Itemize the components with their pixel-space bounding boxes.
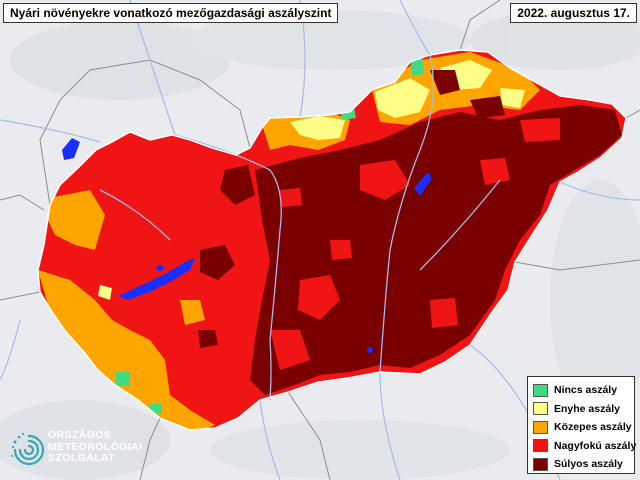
legend-label: Nagyfokú aszály (554, 439, 637, 452)
terrain-shading (0, 10, 640, 480)
legend-item-none: Nincs aszály (533, 381, 630, 400)
river-raba (99, 189, 171, 241)
legend-swatch-none (533, 383, 548, 397)
river-koros (419, 179, 501, 271)
logo-line-1: ORSZÁGOS (48, 429, 112, 441)
river-tisza (379, 54, 434, 373)
lake-balaton (118, 258, 195, 300)
map-date: 2022. augusztus 17. (510, 3, 637, 23)
legend-swatch-extreme (533, 457, 548, 471)
severe-drought-islands (270, 118, 560, 370)
legend-item-moderate: Közepes aszály (533, 418, 632, 437)
legend-swatch-moderate (533, 420, 548, 434)
logo-line-2: METEOROLÓGIAI (48, 440, 143, 453)
legend-item-severe: Nagyfokú aszály (533, 437, 636, 456)
met-service-name: ORSZÁGOS METEOROLÓGIAI SZOLGÁLAT (48, 429, 143, 465)
lake-small (367, 347, 373, 353)
lake-ferto (62, 138, 80, 160)
legend-label: Súlyos aszály (554, 458, 623, 471)
extreme-drought-areas (198, 70, 622, 395)
legend: Nincs aszály Enyhe aszály Közepes aszály… (527, 376, 636, 474)
lakes (62, 138, 432, 353)
legend-label: Nincs aszály (554, 384, 618, 397)
met-service-swirl-icon (11, 432, 45, 466)
legend-item-extreme: Súlyos aszály (533, 455, 630, 474)
map-title: Nyári növényekre vonatkozó mezőgazdasági… (3, 3, 339, 23)
logo-line-3: SZOLGÁLAT (48, 452, 115, 464)
lake-tisza (414, 172, 432, 196)
hungary-border (37, 49, 627, 431)
legend-swatch-mild (533, 402, 548, 416)
legend-item-mild: Enyhe aszály (533, 400, 630, 419)
lake-small (156, 265, 164, 271)
legend-label: Közepes aszály (554, 421, 632, 434)
legend-swatch-severe (533, 439, 548, 453)
met-service-logo: ORSZÁGOS METEOROLÓGIAI SZOLGÁLAT (9, 428, 169, 472)
legend-label: Enyhe aszály (554, 402, 620, 415)
